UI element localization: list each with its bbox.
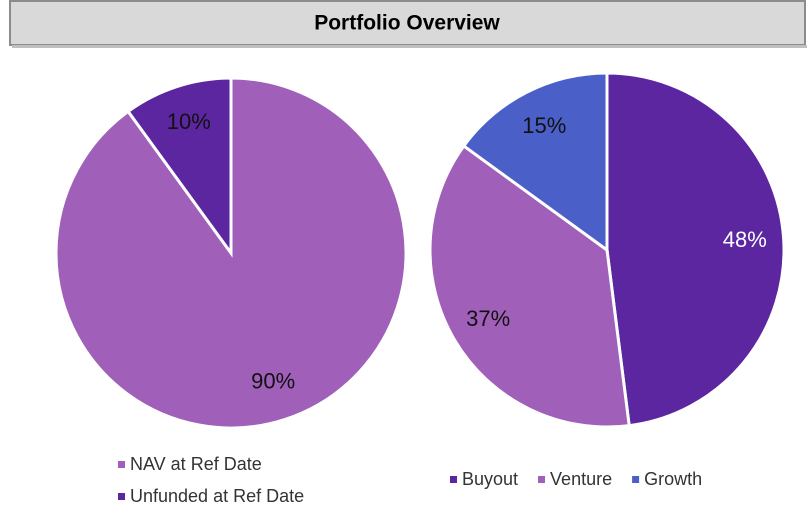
legend-swatch — [538, 476, 546, 483]
legend-label: Unfunded at Ref Date — [130, 486, 304, 506]
legend-swatch — [118, 493, 125, 500]
legend-label: NAV at Ref Date — [130, 454, 262, 474]
slice-label: 90% — [251, 369, 295, 394]
header-title: Portfolio Overview — [314, 12, 500, 35]
legend-swatch — [450, 476, 457, 483]
header-bar — [9, 0, 806, 46]
pie-slice — [428, 143, 631, 429]
legend-label: Growth — [644, 469, 702, 489]
legend-swatch — [632, 476, 640, 483]
slice-label: 48% — [723, 227, 767, 252]
slice-label: 15% — [522, 113, 566, 138]
legend-label: Venture — [550, 469, 612, 489]
pie-slice — [126, 76, 233, 258]
header-shadow — [12, 45, 807, 48]
pie-slice — [605, 71, 786, 428]
pie-slice — [461, 71, 609, 253]
slice-label: 10% — [167, 109, 211, 134]
legend-label: Buyout — [462, 469, 518, 489]
legend-swatch — [118, 461, 125, 468]
slice-label: 37% — [466, 306, 510, 331]
